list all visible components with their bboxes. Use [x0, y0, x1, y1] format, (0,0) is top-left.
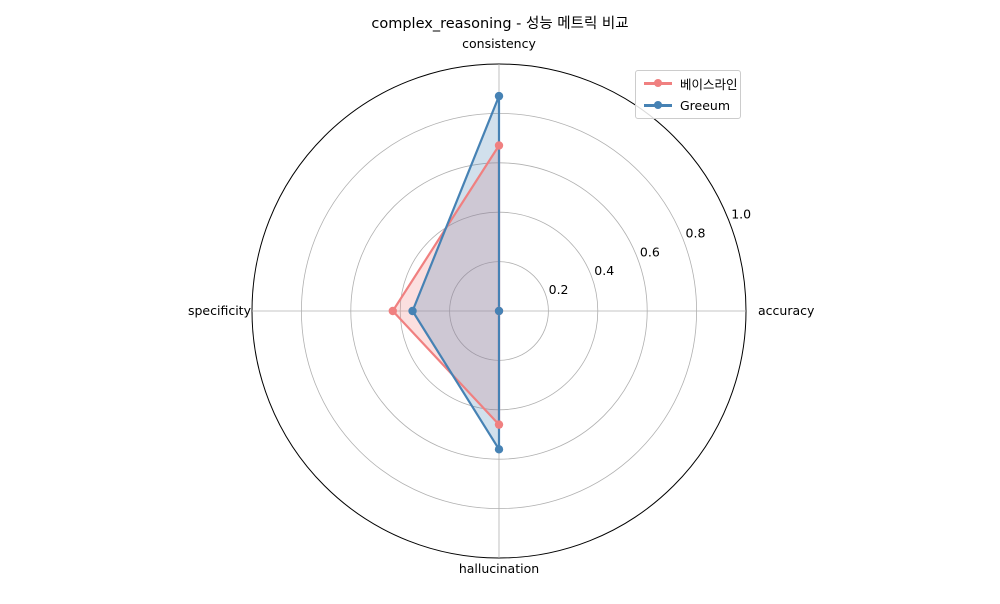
legend-entry-baseline: 베이스라인: [644, 74, 738, 92]
axis-label-accuracy: accuracy: [758, 303, 815, 318]
chart-title: complex_reasoning - 성능 메트릭 비교: [371, 16, 629, 32]
data-point-1-accuracy: [494, 306, 504, 316]
legend-marker-baseline: [644, 76, 672, 90]
radial-tick-label: 0.4: [594, 263, 614, 278]
series-area-0: [392, 145, 499, 425]
radial-tick-label: 0.8: [686, 225, 706, 240]
radial-tick-label: 0.6: [640, 244, 660, 259]
data-point-1-specificity: [408, 306, 417, 316]
data-point-0-consistency: [494, 141, 504, 150]
radial-tick-label: 1.0: [731, 206, 751, 221]
data-point-0-hallucination: [494, 420, 504, 429]
radial-tick-label: 0.2: [549, 282, 569, 297]
legend-entry-greeum: Greeum: [644, 96, 730, 114]
legend-label-greeum: Greeum: [680, 97, 731, 113]
series-area-1: [412, 96, 499, 450]
axis-label-hallucination: hallucination: [459, 561, 539, 576]
legend-label-baseline: 베이스라인: [680, 76, 738, 92]
legend-marker-greeum: [644, 98, 672, 112]
data-point-1-consistency: [494, 91, 504, 101]
legend: 베이스라인 Greeum: [635, 70, 741, 119]
axis-label-consistency: consistency: [462, 36, 536, 51]
data-point-0-specificity: [388, 306, 397, 316]
data-point-1-hallucination: [494, 445, 504, 454]
axis-label-specificity: specificity: [188, 303, 252, 318]
